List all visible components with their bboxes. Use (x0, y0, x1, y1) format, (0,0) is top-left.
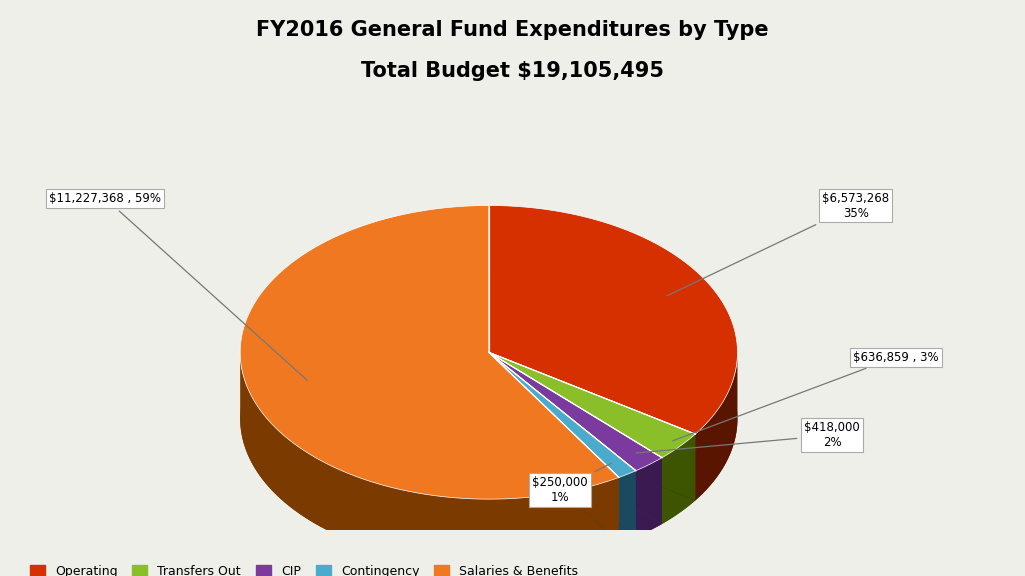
Polygon shape (489, 206, 737, 434)
Polygon shape (489, 419, 662, 537)
Polygon shape (489, 353, 662, 524)
Polygon shape (489, 353, 662, 524)
Polygon shape (489, 419, 636, 544)
Polygon shape (662, 434, 695, 524)
Polygon shape (489, 353, 636, 537)
Text: $250,000
1%: $250,000 1% (532, 463, 611, 503)
Polygon shape (695, 351, 737, 501)
Text: $418,000
2%: $418,000 2% (637, 421, 860, 453)
Polygon shape (489, 353, 695, 458)
Text: FY2016 General Fund Expenditures by Type: FY2016 General Fund Expenditures by Type (256, 20, 769, 40)
Polygon shape (489, 353, 619, 544)
Polygon shape (489, 353, 662, 471)
Text: $11,227,368 , 59%: $11,227,368 , 59% (49, 192, 308, 380)
Polygon shape (489, 353, 695, 501)
Polygon shape (240, 272, 619, 566)
Polygon shape (489, 353, 636, 478)
Text: Total Budget $19,105,495: Total Budget $19,105,495 (361, 60, 664, 81)
Polygon shape (489, 353, 695, 501)
Polygon shape (619, 471, 636, 544)
Polygon shape (636, 458, 662, 537)
Polygon shape (489, 272, 737, 501)
Legend: Operating, Transfers Out, CIP, Contingency, Salaries & Benefits: Operating, Transfers Out, CIP, Contingen… (25, 560, 583, 576)
Polygon shape (489, 353, 619, 544)
Text: $6,573,268
35%: $6,573,268 35% (667, 191, 890, 296)
Polygon shape (240, 353, 619, 566)
Polygon shape (489, 419, 695, 524)
Polygon shape (240, 206, 619, 499)
Text: $636,859 , 3%: $636,859 , 3% (672, 351, 939, 441)
Polygon shape (489, 353, 636, 537)
